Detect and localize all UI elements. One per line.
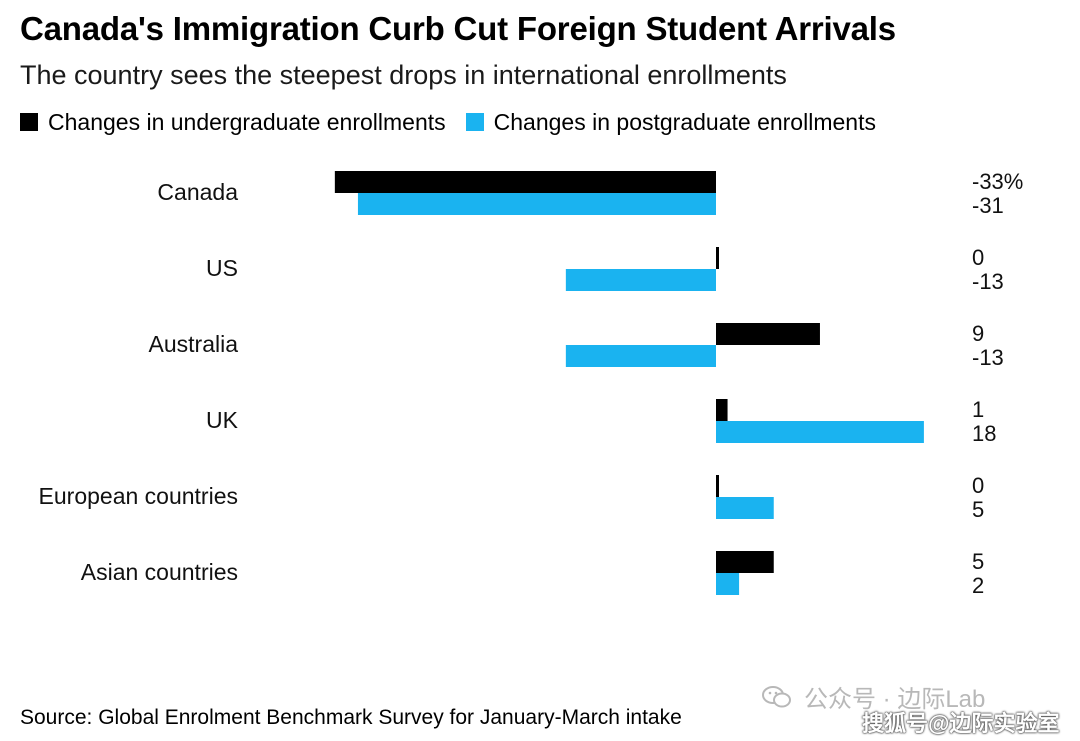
source-note: Source: Global Enrolment Benchmark Surve… bbox=[20, 706, 682, 729]
legend-label-postgraduate: Changes in postgraduate enrollments bbox=[493, 108, 876, 135]
value-label-postgraduate-asian-countries: 2 bbox=[972, 573, 984, 598]
value-label-undergraduate-asian-countries: 5 bbox=[972, 549, 984, 574]
watermark-secondary: 搜狐号@边际实验室 bbox=[862, 711, 1060, 736]
value-label-postgraduate-australia: -13 bbox=[972, 345, 1004, 370]
value-label-undergraduate-uk: 1 bbox=[972, 397, 984, 422]
legend-item-undergraduate: Changes in undergraduate enrollments bbox=[20, 109, 446, 136]
watermark-primary-text: 公众号 · 边际Lab bbox=[804, 686, 986, 713]
bar-undergraduate-uk bbox=[716, 399, 728, 421]
category-label-us: US bbox=[206, 255, 238, 281]
bar-undergraduate-asian-countries bbox=[716, 551, 774, 573]
category-label-european-countries: European countries bbox=[39, 483, 238, 509]
value-label-undergraduate-us: 0 bbox=[972, 245, 984, 270]
category-label-australia: Australia bbox=[149, 331, 239, 357]
bar-postgraduate-canada bbox=[357, 193, 716, 215]
bar-postgraduate-european-countries bbox=[716, 497, 774, 519]
wechat-icon bbox=[762, 685, 791, 707]
legend-item-postgraduate: Changes in postgraduate enrollments bbox=[465, 108, 876, 136]
bar-undergraduate-us bbox=[716, 247, 719, 269]
value-label-undergraduate-canada: -33% bbox=[972, 169, 1023, 194]
bar-undergraduate-european-countries bbox=[716, 475, 719, 497]
value-label-undergraduate-australia: 9 bbox=[972, 321, 984, 346]
chart-subtitle: The country sees the steepest drops in i… bbox=[20, 60, 787, 90]
legend: Changes in undergraduate enrollments Cha… bbox=[20, 107, 896, 137]
chart-title: Canada's Immigration Curb Cut Foreign St… bbox=[20, 10, 896, 47]
bar-postgraduate-uk bbox=[716, 421, 924, 443]
category-label-uk: UK bbox=[206, 407, 239, 433]
value-label-postgraduate-us: -13 bbox=[972, 269, 1004, 294]
value-label-postgraduate-uk: 18 bbox=[972, 421, 996, 446]
category-label-asian-countries: Asian countries bbox=[81, 559, 238, 585]
watermark-primary: 公众号 · 边际Lab bbox=[762, 679, 985, 714]
bar-undergraduate-australia bbox=[716, 323, 820, 345]
bar-postgraduate-us bbox=[565, 269, 716, 291]
legend-swatch-postgraduate bbox=[465, 113, 484, 131]
bar-postgraduate-asian-countries bbox=[716, 573, 740, 595]
value-label-postgraduate-canada: -31 bbox=[972, 193, 1004, 218]
value-label-undergraduate-european-countries: 0 bbox=[972, 473, 984, 498]
legend-label-undergraduate: Changes in undergraduate enrollments bbox=[48, 108, 446, 135]
legend-swatch-undergraduate bbox=[20, 113, 38, 131]
bar-undergraduate-canada bbox=[334, 171, 716, 193]
category-label-canada: Canada bbox=[157, 179, 238, 205]
value-label-postgraduate-european-countries: 5 bbox=[972, 497, 984, 522]
bar-postgraduate-australia bbox=[565, 345, 716, 367]
